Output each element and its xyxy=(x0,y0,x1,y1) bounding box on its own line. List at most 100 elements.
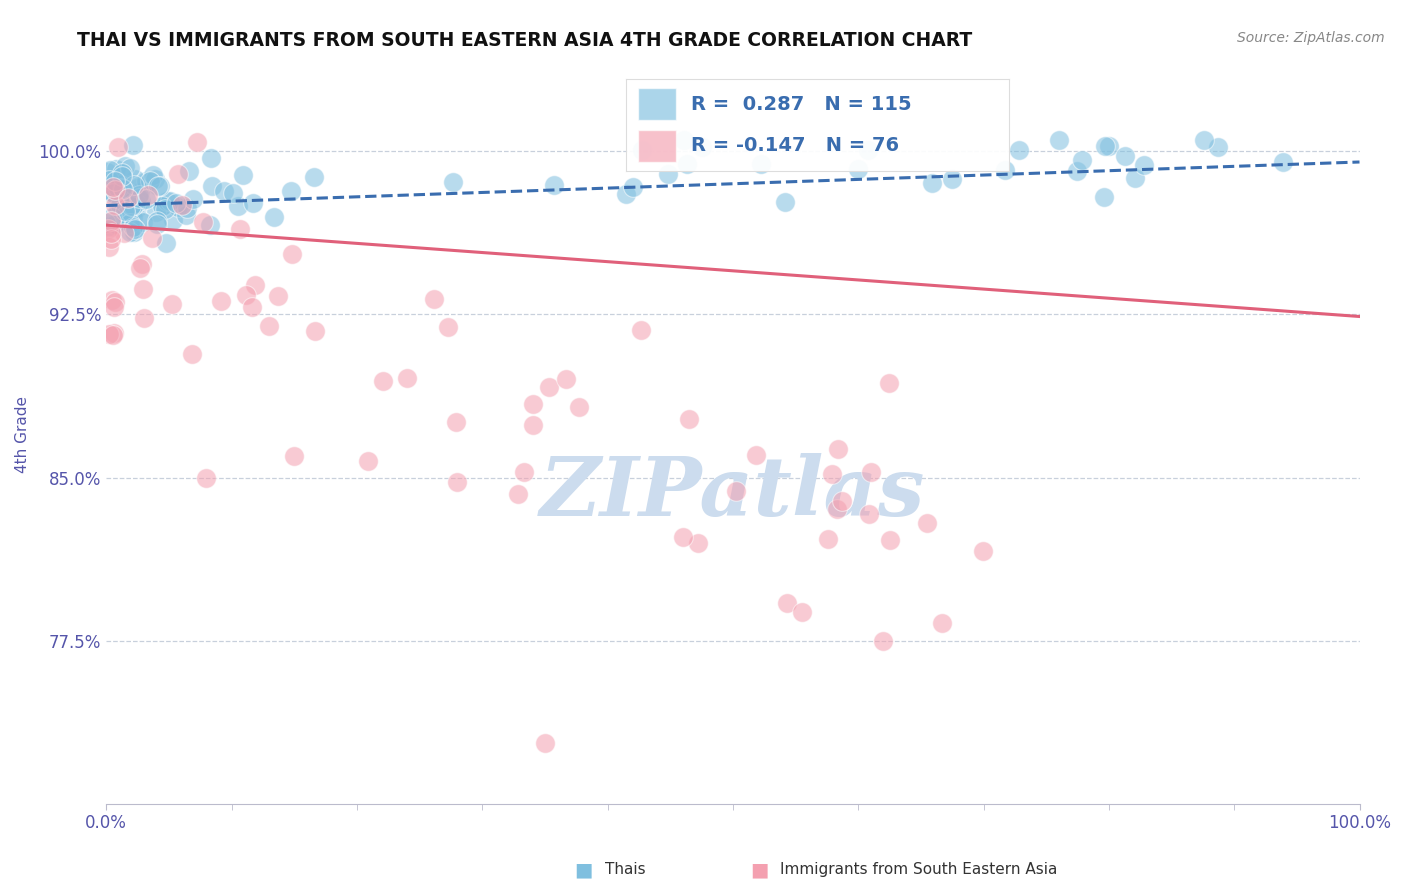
Point xyxy=(124,171,146,186)
Y-axis label: 4th Grade: 4th Grade xyxy=(15,395,30,473)
Point xyxy=(825,501,848,516)
Point xyxy=(441,175,464,189)
Point xyxy=(145,214,167,228)
Point xyxy=(107,202,129,217)
Point xyxy=(104,174,127,188)
Point xyxy=(139,174,162,188)
Point xyxy=(141,230,163,244)
Point xyxy=(856,143,879,157)
Point xyxy=(101,327,124,342)
Point xyxy=(181,347,204,361)
Point xyxy=(821,467,844,481)
Point xyxy=(232,168,254,182)
Point xyxy=(1192,133,1215,147)
Point xyxy=(101,211,124,225)
Point xyxy=(101,187,124,202)
Point xyxy=(100,214,122,228)
Point xyxy=(915,516,938,530)
Point xyxy=(195,470,218,484)
Point xyxy=(162,212,184,227)
Point xyxy=(181,193,204,207)
Point xyxy=(1008,143,1031,157)
Point xyxy=(105,161,128,176)
Point xyxy=(267,289,290,303)
Point xyxy=(994,162,1017,177)
Point xyxy=(692,140,714,154)
Point xyxy=(831,494,853,508)
Point xyxy=(159,194,181,208)
Point xyxy=(110,198,132,212)
Point xyxy=(543,178,565,192)
Point xyxy=(104,217,127,231)
Point xyxy=(114,204,136,219)
Point xyxy=(304,324,326,338)
Point xyxy=(104,295,127,310)
Point xyxy=(568,400,591,414)
Text: Immigrants from South Eastern Asia: Immigrants from South Eastern Asia xyxy=(780,863,1057,877)
Point xyxy=(1070,153,1092,168)
Point xyxy=(146,217,169,231)
Point xyxy=(121,211,143,225)
Point xyxy=(115,196,138,211)
Point xyxy=(1047,133,1070,147)
Point xyxy=(100,232,122,246)
Point xyxy=(176,201,198,215)
Point xyxy=(110,177,132,191)
Point xyxy=(103,301,125,315)
Point xyxy=(790,605,813,619)
Point xyxy=(96,216,118,230)
Point xyxy=(120,225,142,239)
Point xyxy=(97,327,120,342)
Point xyxy=(186,135,208,149)
Point xyxy=(745,448,768,462)
Point xyxy=(749,157,772,171)
Point xyxy=(302,169,325,184)
Point xyxy=(101,186,124,200)
Text: THAI VS IMMIGRANTS FROM SOUTH EASTERN ASIA 4TH GRADE CORRELATION CHART: THAI VS IMMIGRANTS FROM SOUTH EASTERN AS… xyxy=(77,31,973,50)
Point xyxy=(423,292,446,306)
Point xyxy=(135,193,157,207)
Point xyxy=(103,326,125,340)
Point xyxy=(191,215,214,229)
Point xyxy=(508,487,530,501)
Point xyxy=(129,186,152,200)
Point xyxy=(170,198,193,212)
Point xyxy=(446,475,468,489)
Point xyxy=(198,218,221,232)
Point xyxy=(174,208,197,222)
Point xyxy=(124,222,146,236)
Point xyxy=(131,257,153,271)
Point xyxy=(148,178,170,193)
Point xyxy=(538,380,561,394)
Point xyxy=(675,157,697,171)
Point xyxy=(121,198,143,212)
Point xyxy=(1098,139,1121,153)
Point xyxy=(872,633,894,648)
Point xyxy=(97,221,120,235)
Point xyxy=(136,187,159,202)
Point xyxy=(167,167,190,181)
Point xyxy=(395,370,418,384)
Point xyxy=(1272,154,1295,169)
Point xyxy=(235,288,257,302)
Point xyxy=(858,507,880,521)
Point xyxy=(686,536,709,550)
Point xyxy=(121,137,143,152)
Point xyxy=(107,140,129,154)
Point xyxy=(1133,158,1156,172)
Point xyxy=(142,168,165,182)
Point xyxy=(630,323,652,337)
Point xyxy=(101,293,124,308)
Point xyxy=(240,301,263,315)
Point xyxy=(103,180,125,194)
Point xyxy=(115,186,138,200)
Point xyxy=(98,178,121,193)
Point xyxy=(229,222,252,236)
Point xyxy=(165,196,187,211)
Point xyxy=(200,151,222,165)
Point xyxy=(122,199,145,213)
Text: ■: ■ xyxy=(749,860,769,880)
Point xyxy=(773,195,796,210)
Point xyxy=(111,166,134,180)
Point xyxy=(513,465,536,479)
